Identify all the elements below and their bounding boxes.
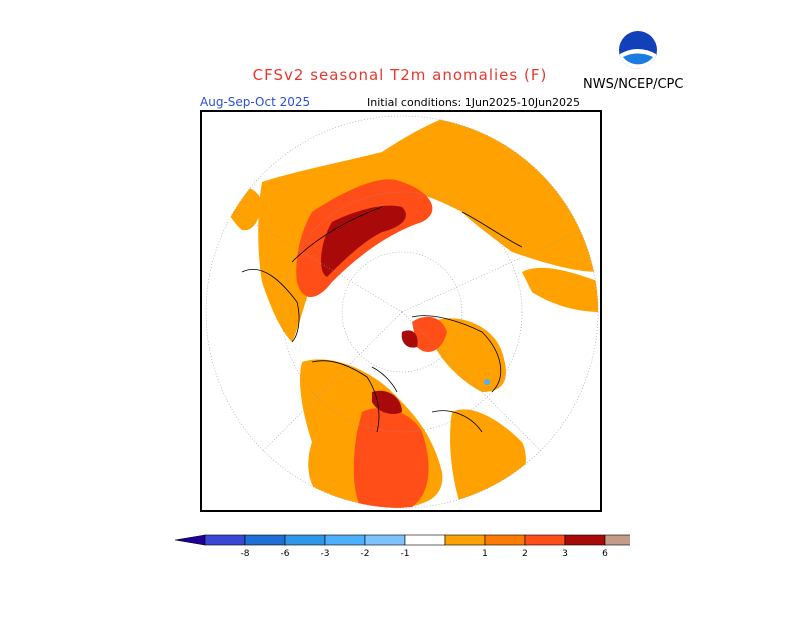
- polar-map: [200, 110, 602, 512]
- chart-title: CFSv2 seasonal T2m anomalies (F): [252, 66, 548, 84]
- legend-bin: [564, 534, 606, 546]
- agency-label: NWS/NCEP/CPC: [583, 77, 684, 92]
- legend-tick-label: -6: [281, 549, 290, 559]
- legend-tick-label: -3: [321, 549, 330, 559]
- legend-tick-label: 2: [522, 549, 528, 559]
- legend-bin: [284, 534, 326, 546]
- legend-bin: [324, 534, 366, 546]
- initial-conditions: Initial conditions: 1Jun2025-10Jun2025: [367, 96, 581, 109]
- anomaly-minus1-spot: [484, 379, 490, 385]
- legend-bin: [404, 534, 446, 546]
- legend-bin: [204, 534, 246, 546]
- graticule: [206, 191, 598, 473]
- legend-bin: [444, 534, 486, 546]
- noaa-logo: [618, 30, 658, 70]
- legend-tick-label: -2: [361, 549, 370, 559]
- legend-low-triangle: [174, 534, 206, 546]
- legend-bin: [604, 534, 646, 546]
- legend-tick-label: 1: [482, 549, 488, 559]
- legend-bin: [244, 534, 286, 546]
- legend-tick-label: 3: [562, 549, 568, 559]
- legend-tick-label: -8: [241, 549, 250, 559]
- forecast-period: Aug-Sep-Oct 2025: [200, 95, 311, 109]
- legend-bin: [484, 534, 526, 546]
- legend-bin: [524, 534, 566, 546]
- map-disc-edge: [205, 115, 599, 509]
- legend-tick-label: 6: [602, 549, 608, 559]
- legend-tick-label: -1: [401, 549, 410, 559]
- legend-bin: [364, 534, 406, 546]
- anomaly-plus3-region: [320, 205, 418, 414]
- coastlines: [241, 206, 523, 433]
- color-legend: -8-6-3-2-112368: [170, 530, 676, 570]
- logo-sea: [623, 53, 653, 65]
